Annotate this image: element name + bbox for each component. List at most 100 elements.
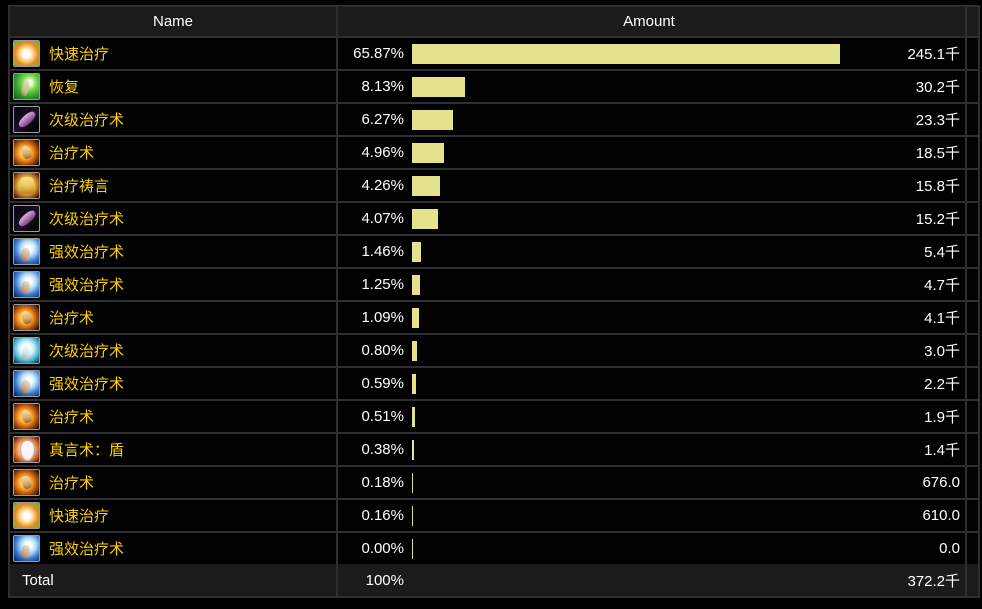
percent-value: 0.59% — [361, 375, 404, 392]
amount-bar — [412, 175, 440, 196]
gutter-cell — [967, 203, 978, 234]
table-row[interactable]: 强效治疗术 1.46% 5.4千 — [10, 236, 978, 269]
spell-name-link[interactable]: 强效治疗术 — [49, 277, 125, 294]
amount-value: 5.4千 — [924, 244, 960, 261]
spell-name-link[interactable]: 快速治疗 — [49, 46, 110, 63]
amount-bar — [412, 373, 416, 394]
spell-name-link[interactable]: 快速治疗 — [49, 508, 110, 525]
spell-name-link[interactable]: 强效治疗术 — [49, 244, 125, 261]
gutter-cell — [967, 7, 978, 36]
column-header-name[interactable]: Name — [152, 13, 193, 30]
spell-name-link[interactable]: 治疗术 — [49, 409, 95, 426]
gutter-cell — [967, 533, 978, 564]
gutter-cell — [967, 38, 978, 69]
percent-value: 1.46% — [361, 243, 404, 260]
amount-value: 4.7千 — [924, 277, 960, 294]
table-body: 快速治疗 65.87% 245.1千 恢复 8.13% 30.2千 次级治疗术 … — [10, 38, 978, 564]
gutter-cell — [967, 335, 978, 366]
gutter-cell — [967, 71, 978, 102]
gutter-cell — [967, 564, 978, 596]
percent-value: 0.80% — [361, 342, 404, 359]
amount-value: 15.8千 — [915, 178, 960, 195]
amount-bar — [412, 274, 421, 295]
spell-name-link[interactable]: 强效治疗术 — [49, 541, 125, 558]
spell-name-link[interactable]: 恢复 — [49, 79, 80, 96]
amount-bar — [412, 505, 414, 526]
healing-breakdown-table: Name Amount 快速治疗 65.87% 245.1千 恢复 8.13% … — [8, 5, 980, 598]
spell-name-link[interactable]: 治疗术 — [49, 145, 95, 162]
flash-heal-icon — [13, 502, 40, 529]
flash-heal-icon — [13, 40, 40, 67]
greater-heal-icon — [13, 535, 40, 562]
spell-name-link[interactable]: 次级治疗术 — [49, 112, 125, 129]
amount-value: 676.0 — [922, 474, 960, 491]
amount-value: 2.2千 — [924, 376, 960, 393]
spell-name-link[interactable]: 治疗术 — [49, 475, 95, 492]
table-row[interactable]: 真言术：盾 0.38% 1.4千 — [10, 434, 978, 467]
table-row[interactable]: 快速治疗 65.87% 245.1千 — [10, 38, 978, 71]
total-label: Total — [22, 571, 54, 589]
table-header-row: Name Amount — [10, 7, 978, 38]
gutter-cell — [967, 236, 978, 267]
amount-value: 30.2千 — [915, 79, 960, 96]
table-row[interactable]: 治疗祷言 4.26% 15.8千 — [10, 170, 978, 203]
amount-value: 23.3千 — [915, 112, 960, 129]
percent-value: 4.26% — [361, 177, 404, 194]
amount-value: 4.1千 — [924, 310, 960, 327]
amount-bar — [412, 340, 418, 361]
percent-value: 1.25% — [361, 276, 404, 293]
greater-heal-icon — [13, 271, 40, 298]
amount-bar — [412, 76, 465, 97]
spell-name-link[interactable]: 治疗术 — [49, 310, 95, 327]
percent-value: 8.13% — [361, 78, 404, 95]
percent-value: 4.07% — [361, 210, 404, 227]
spell-name-link[interactable]: 真言术：盾 — [49, 442, 125, 459]
amount-bar — [412, 208, 439, 229]
spell-name-link[interactable]: 治疗祷言 — [49, 178, 110, 195]
table-row[interactable]: 强效治疗术 1.25% 4.7千 — [10, 269, 978, 302]
amount-value: 1.9千 — [924, 409, 960, 426]
amount-value: 610.0 — [922, 507, 960, 524]
heal-icon — [13, 139, 40, 166]
spell-name-link[interactable]: 强效治疗术 — [49, 376, 125, 393]
gutter-cell — [967, 500, 978, 531]
column-header-amount[interactable]: Amount — [336, 7, 967, 36]
amount-value: 15.2千 — [915, 211, 960, 228]
spell-name-link[interactable]: 次级治疗术 — [49, 343, 125, 360]
table-row[interactable]: 次级治疗术 4.07% 15.2千 — [10, 203, 978, 236]
amount-bar — [412, 43, 841, 64]
table-row[interactable]: 次级治疗术 6.27% 23.3千 — [10, 104, 978, 137]
amount-bar — [412, 439, 415, 460]
table-row[interactable]: 快速治疗 0.16% 610.0 — [10, 500, 978, 533]
percent-value: 6.27% — [361, 111, 404, 128]
amount-bar — [412, 472, 414, 493]
prayer-of-healing-icon — [13, 172, 40, 199]
table-row[interactable]: 治疗术 4.96% 18.5千 — [10, 137, 978, 170]
gutter-cell — [967, 401, 978, 432]
amount-bar — [412, 241, 422, 262]
percent-value: 0.00% — [361, 540, 404, 557]
greater-heal-icon — [13, 370, 40, 397]
table-row[interactable]: 强效治疗术 0.00% 0.0 — [10, 533, 978, 564]
percent-value: 0.16% — [361, 507, 404, 524]
gutter-cell — [967, 434, 978, 465]
table-row[interactable]: 恢复 8.13% 30.2千 — [10, 71, 978, 104]
amount-value: 18.5千 — [915, 145, 960, 162]
table-row[interactable]: 强效治疗术 0.59% 2.2千 — [10, 368, 978, 401]
power-word-shield-icon — [13, 436, 40, 463]
heal-icon — [13, 403, 40, 430]
total-amount: 372.2千 — [907, 572, 960, 590]
lesser-heal-icon — [13, 205, 40, 232]
amount-value: 245.1千 — [907, 46, 960, 63]
table-row[interactable]: 治疗术 1.09% 4.1千 — [10, 302, 978, 335]
percent-value: 65.87% — [353, 45, 404, 62]
gutter-cell — [967, 104, 978, 135]
spell-name-link[interactable]: 次级治疗术 — [49, 211, 125, 228]
total-percent: 100% — [365, 571, 404, 589]
table-total-row: Total 100% 372.2千 — [10, 564, 978, 596]
table-row[interactable]: 次级治疗术 0.80% 3.0千 — [10, 335, 978, 368]
percent-value: 0.38% — [361, 441, 404, 458]
renew-icon — [13, 73, 40, 100]
table-row[interactable]: 治疗术 0.18% 676.0 — [10, 467, 978, 500]
table-row[interactable]: 治疗术 0.51% 1.9千 — [10, 401, 978, 434]
